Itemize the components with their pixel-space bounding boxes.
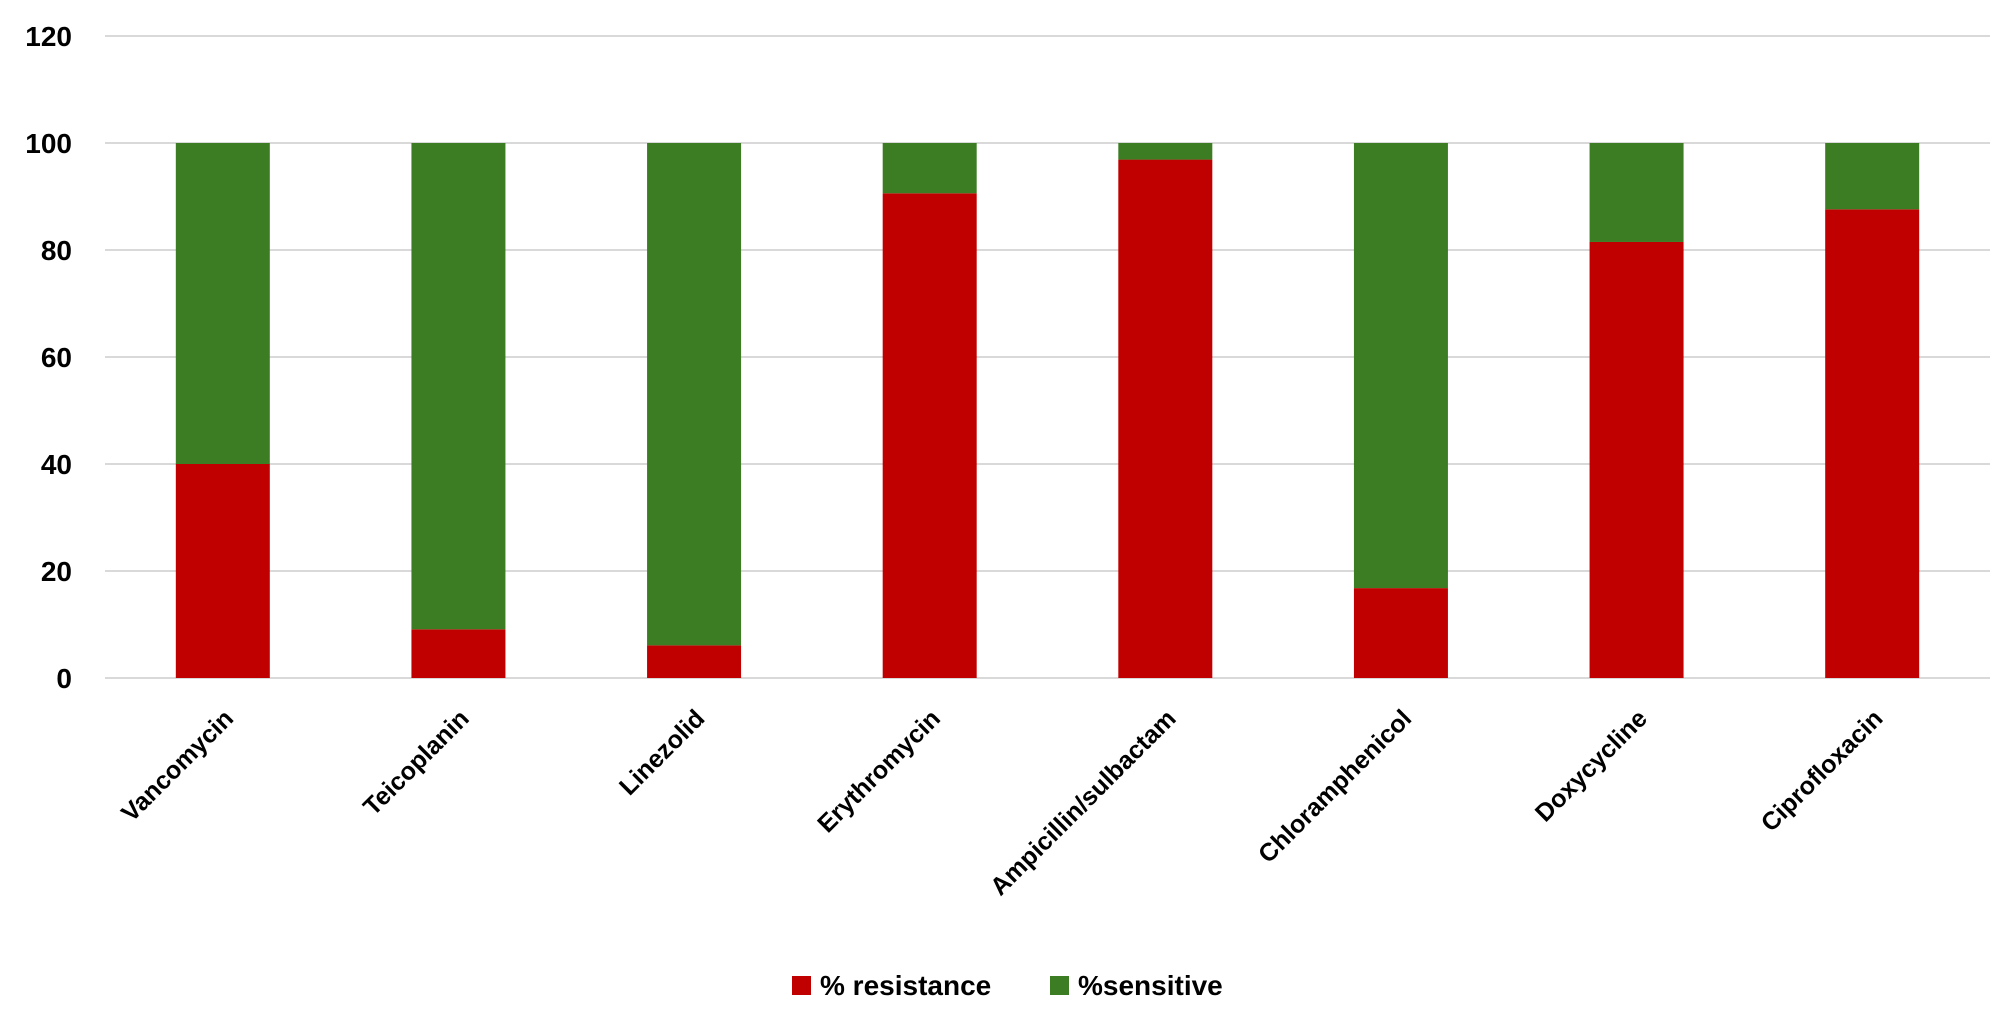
- y-axis-ticks: 0 20 40 60 80 100 120: [25, 21, 72, 694]
- y-tick-label: 100: [25, 128, 72, 159]
- x-tick-label: Doxycycline: [1530, 704, 1653, 827]
- x-tick-label: Ciprofloxacin: [1756, 704, 1889, 837]
- legend: % resistance %sensitive: [792, 970, 1223, 1001]
- bar-sensitive: [411, 143, 506, 630]
- y-tick-label: 0: [56, 663, 72, 694]
- bar-sensitive: [1353, 143, 1448, 589]
- bar-sensitive: [1589, 143, 1684, 242]
- x-tick-label: Erythromycin: [812, 704, 946, 838]
- bar-resistance: [175, 464, 270, 678]
- bar-resistance: [1825, 209, 1920, 678]
- y-tick-label: 20: [41, 556, 72, 587]
- legend-label: % resistance: [820, 970, 991, 1001]
- bar-resistance: [1353, 588, 1448, 678]
- bar-sensitive: [1118, 143, 1213, 160]
- legend-label: %sensitive: [1078, 970, 1223, 1001]
- x-tick-label: Linezolid: [614, 704, 710, 800]
- bar-sensitive: [175, 143, 270, 464]
- x-tick-label: Ampicillin/sulbactam: [985, 704, 1182, 901]
- bar-resistance: [882, 193, 977, 679]
- y-tick-label: 80: [41, 235, 72, 266]
- bar-resistance: [647, 645, 742, 678]
- bar-resistance: [1118, 159, 1213, 678]
- x-tick-label: Teicoplanin: [358, 704, 475, 821]
- bar-sensitive: [1825, 143, 1920, 210]
- bar-sensitive: [882, 143, 977, 194]
- bar-sensitive: [647, 143, 742, 646]
- y-tick-label: 60: [41, 342, 72, 373]
- bars: [175, 143, 1920, 679]
- legend-swatch: [1050, 976, 1069, 995]
- y-tick-label: 40: [41, 449, 72, 480]
- bar-resistance: [1589, 241, 1684, 678]
- x-tick-label: Chloramphenicol: [1253, 704, 1417, 868]
- x-tick-label: Vancomycin: [116, 704, 239, 827]
- y-tick-label: 120: [25, 21, 72, 52]
- legend-swatch: [792, 976, 811, 995]
- x-axis-labels: Vancomycin Teicoplanin Linezolid Erythromyc…: [116, 704, 1888, 901]
- gridlines: [105, 35, 1990, 679]
- bar-resistance: [411, 629, 506, 678]
